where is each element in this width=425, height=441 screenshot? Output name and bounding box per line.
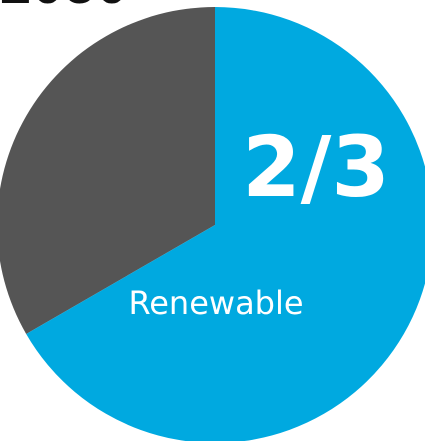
renewable-category-label: Renewable [128, 284, 303, 322]
renewable-value-label: 2/3 [242, 118, 390, 216]
pie-slice-other [0, 7, 215, 334]
chart-title: 2050 [0, 0, 200, 14]
pie-slice-renewable [26, 7, 425, 441]
